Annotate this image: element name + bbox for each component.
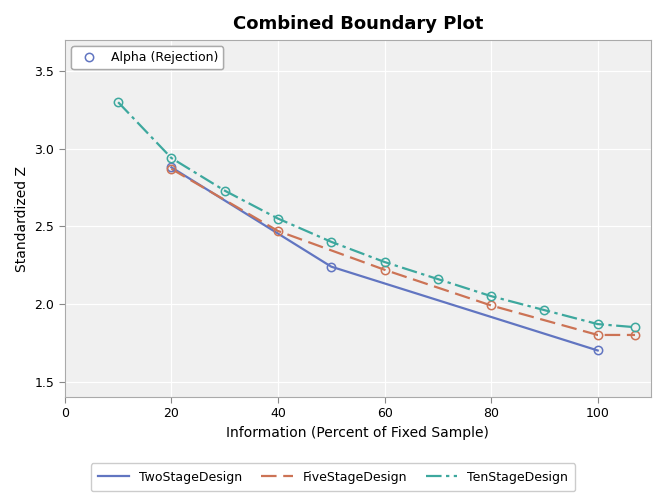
X-axis label: Information (Percent of Fixed Sample): Information (Percent of Fixed Sample) (226, 426, 490, 440)
Title: Combined Boundary Plot: Combined Boundary Plot (232, 15, 483, 33)
Y-axis label: Standardized Z: Standardized Z (15, 166, 29, 272)
Legend: TwoStageDesign, FiveStageDesign, TenStageDesign: TwoStageDesign, FiveStageDesign, TenStag… (91, 463, 575, 491)
Legend: Alpha (Rejection): Alpha (Rejection) (71, 46, 224, 70)
